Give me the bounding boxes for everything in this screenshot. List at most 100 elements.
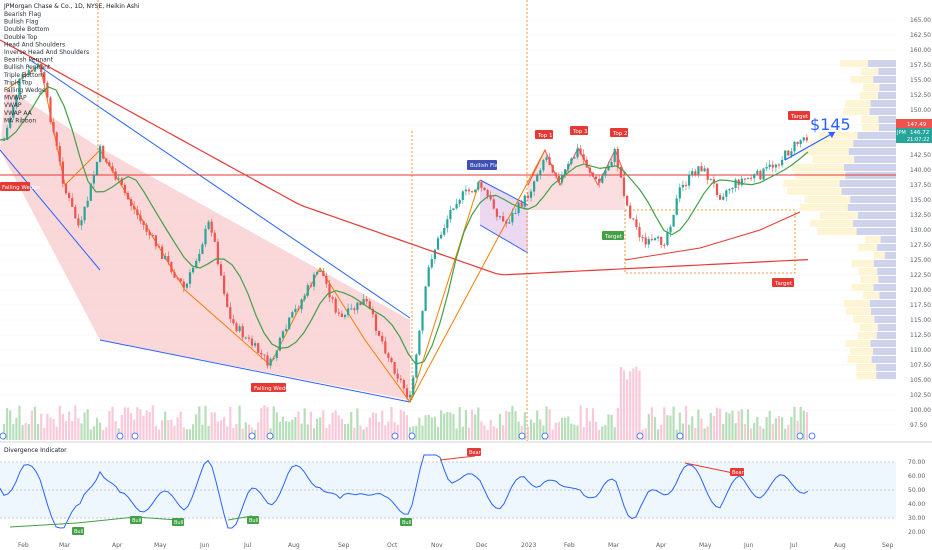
divergence-labels: Bear Bear Bull Bull Bull Bull Bull xyxy=(72,448,745,535)
event-markers[interactable] xyxy=(0,432,816,440)
price-tick: 115.00 xyxy=(910,317,931,324)
price-tick: 125.00 xyxy=(910,257,931,264)
top1-text: Top 1 xyxy=(537,133,553,139)
legend-item[interactable]: VWAP AA xyxy=(4,110,33,117)
event-marker-icon[interactable] xyxy=(636,432,644,440)
time-tick[interactable]: 2023 xyxy=(521,542,536,549)
time-tick[interactable]: Oct xyxy=(387,542,398,549)
osc-tick: 70.00 xyxy=(908,459,925,466)
wedge-lower-line-left xyxy=(0,149,101,271)
osc-tick: 20.00 xyxy=(908,529,925,536)
time-tick[interactable]: Sep xyxy=(338,542,350,549)
event-marker-icon[interactable] xyxy=(676,432,684,440)
time-tick[interactable]: Mar xyxy=(59,542,71,549)
event-marker-icon[interactable] xyxy=(266,432,274,440)
bull-label-text: Bull xyxy=(132,518,141,524)
price-tick: 130.00 xyxy=(910,227,931,234)
legend-item[interactable]: Triple Bottom xyxy=(3,72,44,79)
bull-label: Bull xyxy=(400,518,412,526)
indicator-title: Divergence Indicator xyxy=(4,447,67,454)
legend-item[interactable]: Falling Wedge xyxy=(4,87,46,94)
price-tick: 137.50 xyxy=(910,182,931,189)
candles xyxy=(2,59,808,403)
time-tick[interactable]: Mar xyxy=(608,542,620,549)
time-tick[interactable]: Jul xyxy=(243,542,252,549)
legend-item[interactable]: MA Ribbon xyxy=(4,117,36,124)
event-marker-icon[interactable] xyxy=(116,432,124,440)
time-tick[interactable]: May xyxy=(699,542,712,549)
legend-item[interactable]: Inverse Head And Shoulders xyxy=(4,49,89,56)
bull-label: Bull xyxy=(130,516,142,524)
label-target-mid: Target xyxy=(602,231,624,240)
price-tick: 112.50 xyxy=(910,332,931,339)
time-tick[interactable]: Aug xyxy=(288,542,300,549)
price-tick: 122.50 xyxy=(910,272,931,279)
osc-tick: 50.00 xyxy=(908,487,925,494)
vwap-line xyxy=(624,211,801,261)
legend-item[interactable]: Head And Shoulders xyxy=(4,41,65,48)
price-grid xyxy=(0,19,896,426)
time-tick[interactable]: Jul xyxy=(789,542,798,549)
label-top1: Top 1 xyxy=(535,130,553,139)
time-tick[interactable]: Sep xyxy=(882,542,894,549)
osc-tick: 30.00 xyxy=(908,515,925,522)
legend-item[interactable]: Triple Top xyxy=(3,79,32,86)
osc-tick: 40.00 xyxy=(908,501,925,508)
flag-lower-line xyxy=(479,224,529,254)
symbol-title: JPMorgan Chase & Co., 1D, NYSE, Heikin A… xyxy=(3,3,140,10)
legend-item[interactable]: VWAP xyxy=(4,102,22,109)
time-tick[interactable]: Nov xyxy=(431,542,443,549)
price-tick: 117.50 xyxy=(910,302,931,309)
countdown-text: 21:07:22 xyxy=(907,137,929,143)
event-marker-icon[interactable] xyxy=(131,432,139,440)
bull-divergence-line-1 xyxy=(9,522,78,528)
price-tick: 120.00 xyxy=(910,287,931,294)
time-tick[interactable]: Apr xyxy=(656,542,667,549)
label-target-top: Target xyxy=(788,111,810,120)
divergence-line xyxy=(0,454,809,529)
event-marker-icon[interactable] xyxy=(518,432,526,440)
price-badge-1: 147.49 xyxy=(896,119,932,128)
legend-item[interactable]: Bullish Pennant xyxy=(4,64,51,71)
falling-wedge-left-text: Falling Wedge xyxy=(2,185,41,191)
top3-text: Top 3 xyxy=(572,129,588,135)
event-marker-icon[interactable] xyxy=(808,432,816,440)
bull-label: Bull xyxy=(247,516,259,524)
legend-item[interactable]: Bearish Flag xyxy=(4,11,41,18)
price-tick: 132.50 xyxy=(910,212,931,219)
triple-top-area xyxy=(528,148,625,210)
legend-item[interactable]: Double Top xyxy=(4,34,37,41)
event-marker-icon[interactable] xyxy=(391,432,399,440)
time-tick[interactable]: Jun xyxy=(199,542,210,549)
price-axis[interactable] xyxy=(896,0,932,441)
price-tick: 142.50 xyxy=(910,152,931,159)
time-tick[interactable]: Aug xyxy=(834,542,846,549)
event-marker-icon[interactable] xyxy=(541,432,549,440)
legend-item[interactable]: Double Bottom xyxy=(4,26,49,33)
legend-item[interactable]: Bullish Flag xyxy=(4,19,39,26)
price-badge-2: JPM 146.72 21:07:22 xyxy=(896,128,932,143)
event-marker-icon[interactable] xyxy=(796,432,804,440)
bear-label-text: Bear xyxy=(732,470,745,476)
legend-item[interactable]: Bearish Pennant xyxy=(4,57,54,64)
time-tick[interactable]: Feb xyxy=(18,542,29,549)
bull-divergence-line-3 xyxy=(134,516,179,521)
time-tick[interactable]: Dec xyxy=(476,542,488,549)
time-tick[interactable]: Feb xyxy=(564,542,575,549)
price-tick: 97.50 xyxy=(910,422,927,429)
bull-label-text: Bull xyxy=(174,520,183,526)
rally-line xyxy=(409,149,546,403)
event-marker-icon[interactable] xyxy=(248,432,256,440)
time-tick[interactable]: Apr xyxy=(112,542,123,549)
event-marker-icon[interactable] xyxy=(408,432,416,440)
bull-label-text: Bull xyxy=(402,520,411,526)
time-tick[interactable]: Jun xyxy=(743,542,754,549)
legend-item[interactable]: MVWAP xyxy=(4,95,27,102)
event-marker-icon[interactable] xyxy=(0,432,7,440)
time-axis-labels[interactable]: Feb Mar Apr May Jun Jul Aug Sep Oct Nov Dec 2023 Feb… xyxy=(18,542,894,549)
wedge-upper-line xyxy=(29,59,411,319)
time-tick[interactable]: May xyxy=(154,542,167,549)
price-tick: 135.00 xyxy=(910,197,931,204)
